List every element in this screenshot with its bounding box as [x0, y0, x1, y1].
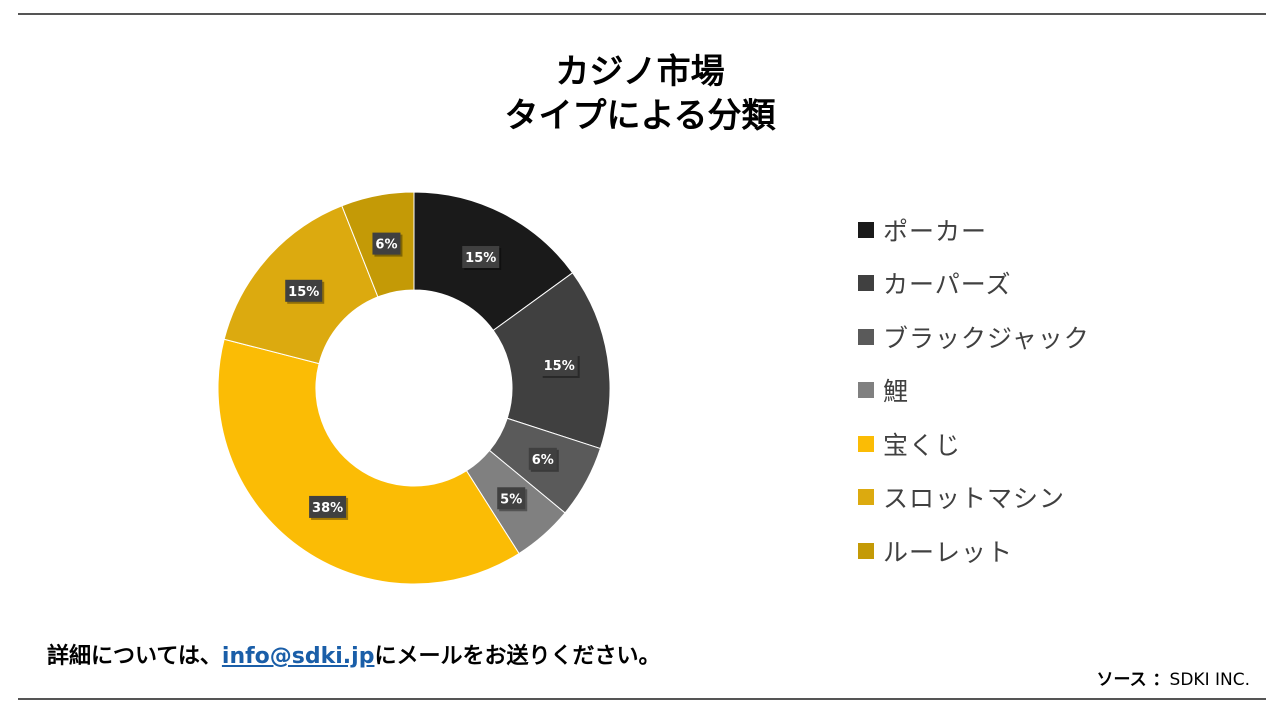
- chart-title-line2: タイプによる分類: [504, 96, 776, 136]
- legend-swatch: [858, 542, 874, 559]
- data-label-7: 6%: [372, 232, 403, 257]
- legend-swatch: [858, 275, 874, 292]
- legend-label: ブラックジャック: [883, 323, 1090, 353]
- svg-text:15%: 15%: [288, 285, 319, 300]
- data-label-5: 38%: [309, 495, 349, 520]
- source-value: SDKI INC.: [1169, 670, 1250, 690]
- legend-swatch: [858, 382, 874, 399]
- legend-item-1: ポーカー: [858, 203, 1090, 257]
- data-label-6: 15%: [285, 279, 325, 304]
- bottom-rule: [18, 698, 1266, 700]
- svg-text:5%: 5%: [500, 492, 522, 507]
- chart-title-line1: カジノ市場: [555, 52, 725, 92]
- legend-item-6: スロットマシン: [858, 471, 1090, 525]
- contact-note: 詳細については、info@sdki.jpにメールをお送りください。: [47, 638, 660, 670]
- legend-item-3: ブラックジャック: [858, 310, 1090, 364]
- legend-label: 宝くじ: [883, 430, 962, 460]
- chart-title: カジノ市場 タイプによる分類: [0, 50, 1280, 138]
- svg-text:6%: 6%: [375, 238, 397, 253]
- legend-item-4: 鯉: [858, 364, 1090, 418]
- legend-item-2: カーパーズ: [858, 257, 1090, 311]
- contact-email-link[interactable]: info@sdki.jp: [221, 644, 375, 669]
- svg-text:15%: 15%: [544, 359, 575, 374]
- legend-label: スロットマシン: [883, 484, 1066, 514]
- svg-text:15%: 15%: [465, 251, 496, 266]
- svg-text:6%: 6%: [532, 453, 554, 468]
- svg-text:38%: 38%: [312, 501, 343, 516]
- contact-note-prefix: 詳細については、: [47, 644, 222, 669]
- source-label: ソース ：: [1096, 670, 1170, 690]
- source-credit: ソース ：SDKI INC.: [1096, 665, 1250, 690]
- data-label-4: 5%: [497, 487, 528, 512]
- legend-swatch: [858, 435, 874, 452]
- legend-swatch: [858, 221, 874, 238]
- legend-label: ルーレット: [883, 537, 1014, 567]
- legend-item-7: ルーレット: [858, 524, 1090, 578]
- data-label-1: 15%: [462, 246, 502, 271]
- contact-note-suffix: にメールをお送りください。: [374, 644, 661, 669]
- legend-swatch: [858, 328, 874, 345]
- legend-swatch: [858, 489, 874, 506]
- data-label-2: 15%: [540, 354, 580, 379]
- legend-item-5: 宝くじ: [858, 417, 1090, 471]
- top-rule: [18, 13, 1266, 15]
- legend-label: カーパーズ: [883, 270, 1012, 300]
- donut-slice-5: [217, 338, 520, 585]
- chart-legend: ポーカーカーパーズブラックジャック鯉宝くじスロットマシン ルーレット: [858, 203, 1090, 578]
- legend-label: 鯉: [883, 377, 910, 407]
- legend-label: ポーカー: [883, 216, 988, 246]
- data-label-3: 6%: [528, 447, 559, 472]
